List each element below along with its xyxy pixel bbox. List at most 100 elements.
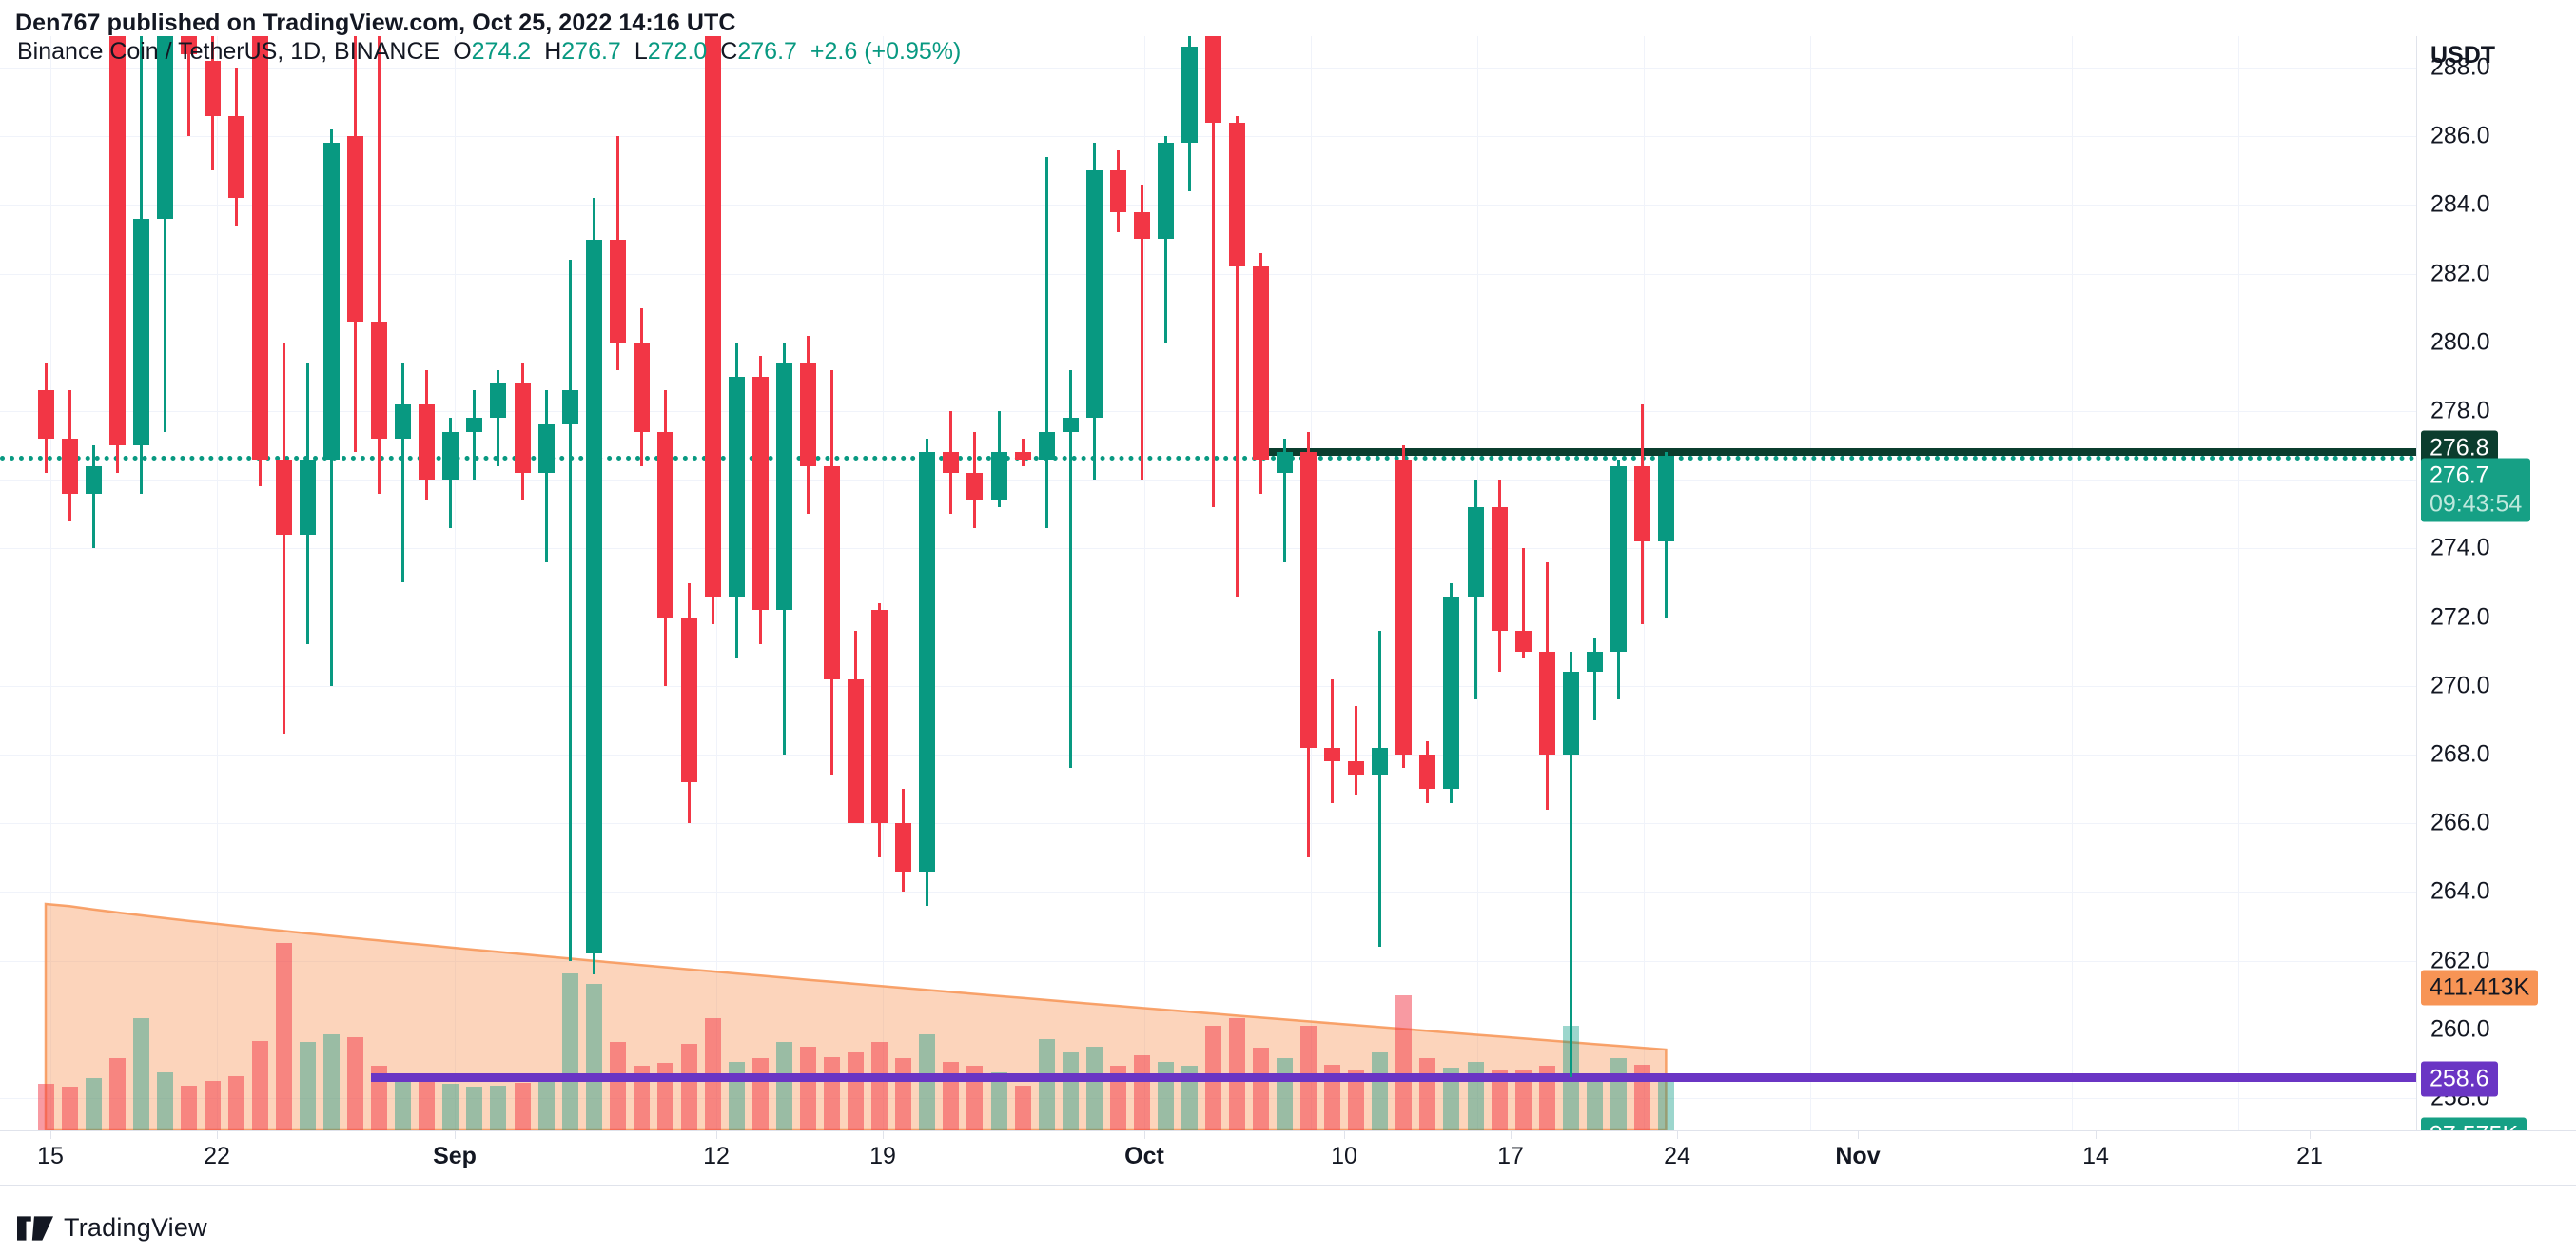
- volume-bar: [990, 1071, 1007, 1130]
- candle-body: [442, 431, 459, 481]
- candle-body: [704, 36, 721, 597]
- candle-body: [1277, 452, 1294, 473]
- legend-close-value: 276.7: [737, 38, 797, 65]
- volume-bar: [585, 983, 602, 1130]
- volume-bar: [871, 1042, 888, 1130]
- candlestick: [537, 36, 555, 1130]
- candle-wick: [378, 36, 381, 494]
- candle-body: [656, 431, 673, 618]
- volume-bar: [1014, 1085, 1031, 1130]
- candlestick: [776, 36, 793, 1130]
- candle-body: [537, 424, 555, 473]
- candle-body: [227, 115, 244, 199]
- legend-symbol: Binance Coin / TetherUS, 1D, BINANCE: [17, 38, 440, 65]
- volume-bar: [204, 1081, 221, 1130]
- volume-bar: [1395, 995, 1413, 1130]
- candle-body: [728, 376, 745, 597]
- candle-wick: [401, 363, 405, 583]
- candlestick: [276, 36, 292, 1130]
- candlestick: [585, 36, 602, 1130]
- legend-open-label: O: [453, 38, 472, 65]
- candlestick: [1633, 36, 1650, 1130]
- volume-bar: [919, 1034, 936, 1130]
- candle-body: [1085, 170, 1103, 419]
- candle-body: [180, 36, 197, 54]
- candlestick: [371, 36, 388, 1130]
- volume-ma-badge[interactable]: 411.413K: [2421, 970, 2539, 1006]
- volume-bar: [1062, 1052, 1079, 1130]
- chart-pane[interactable]: Binance Coin / TetherUS, 1D, BINANCE O274…: [0, 36, 2416, 1130]
- candle-body: [61, 438, 78, 494]
- price-scale[interactable]: USDT 288.0286.0284.0282.0280.0278.0276.0…: [2416, 36, 2576, 1153]
- candlestick: [1514, 36, 1532, 1130]
- symbol-legend[interactable]: Binance Coin / TetherUS, 1D, BINANCE O274…: [17, 37, 961, 66]
- volume-bar: [1586, 1073, 1603, 1130]
- candle-wick: [1521, 548, 1525, 658]
- time-tick-mark: [1344, 1131, 1345, 1139]
- candlestick: [871, 36, 888, 1130]
- candlestick: [752, 36, 769, 1130]
- last-price-badge[interactable]: 276.7 09:43:54: [2421, 458, 2531, 522]
- time-tick-mark: [2310, 1131, 2311, 1139]
- volume-bar: [300, 1042, 317, 1130]
- candlestick: [1467, 36, 1484, 1130]
- candlestick: [1204, 36, 1221, 1130]
- candlestick: [824, 36, 841, 1130]
- candle-body: [895, 823, 912, 872]
- resistance-level-line[interactable]: [1253, 448, 2416, 457]
- candlestick: [1109, 36, 1126, 1130]
- candlestick: [943, 36, 960, 1130]
- support-price-badge[interactable]: 258.6: [2421, 1061, 2498, 1097]
- candlestick: [895, 36, 912, 1130]
- support-badge-value: 258.6: [2430, 1065, 2489, 1092]
- price-tick-label: 286.0: [2430, 122, 2490, 149]
- price-tick-label: 272.0: [2430, 603, 2490, 631]
- candlestick: [37, 36, 54, 1130]
- gridline-horizontal: [0, 548, 2416, 550]
- gridline-vertical: [1810, 36, 1811, 1130]
- time-tick-mark: [1511, 1131, 1512, 1139]
- candle-wick: [1044, 156, 1048, 528]
- time-tick-label: 15: [37, 1143, 64, 1169]
- volume-bar: [85, 1077, 102, 1130]
- gridline-horizontal: [0, 411, 2416, 412]
- gridline-horizontal: [0, 273, 2416, 275]
- time-tick-mark: [716, 1131, 717, 1139]
- candle-wick: [91, 445, 95, 549]
- candlestick: [728, 36, 745, 1130]
- support-level-line[interactable]: [371, 1073, 2416, 1083]
- candle-body: [1038, 431, 1055, 460]
- candlestick: [1372, 36, 1389, 1130]
- time-tick-label: 22: [204, 1143, 230, 1169]
- candlestick: [656, 36, 673, 1130]
- tradingview-footer[interactable]: TradingView: [17, 1213, 207, 1243]
- gridline-horizontal: [0, 685, 2416, 687]
- candlestick: [966, 36, 984, 1130]
- candlestick: [251, 36, 268, 1130]
- candle-body: [1109, 170, 1126, 212]
- candle-wick: [163, 36, 166, 432]
- time-tick-label: 24: [1664, 1143, 1690, 1169]
- time-scale[interactable]: 15 22 Sep 12 19 Oct 10 17 24 Nov 14 21: [0, 1130, 2576, 1186]
- candle-wick: [1211, 36, 1215, 508]
- resistance-badge-value: 276.8: [2430, 434, 2489, 461]
- candle-body: [1300, 452, 1317, 748]
- candle-body: [1348, 761, 1365, 775]
- candlestick: [1443, 36, 1460, 1130]
- candlestick: [1133, 36, 1150, 1130]
- price-scale-currency: USDT: [2430, 42, 2496, 69]
- legend-low-label: L: [634, 38, 648, 65]
- candle-body: [1514, 631, 1532, 652]
- time-tick-mark: [455, 1131, 456, 1139]
- time-tick-label: 17: [1497, 1143, 1524, 1169]
- volume-bar: [442, 1084, 459, 1130]
- drawn-levels-layer[interactable]: [0, 36, 2416, 1130]
- volume-bar: [561, 972, 578, 1130]
- legend-low-value: 272.0: [647, 38, 708, 65]
- volume-bar: [1085, 1046, 1103, 1130]
- candle-wick: [497, 369, 500, 466]
- volume-ma-value: 411.413K: [2430, 973, 2530, 1001]
- candlestick-series: [0, 36, 2416, 1130]
- price-tick-label: 264.0: [2430, 877, 2490, 905]
